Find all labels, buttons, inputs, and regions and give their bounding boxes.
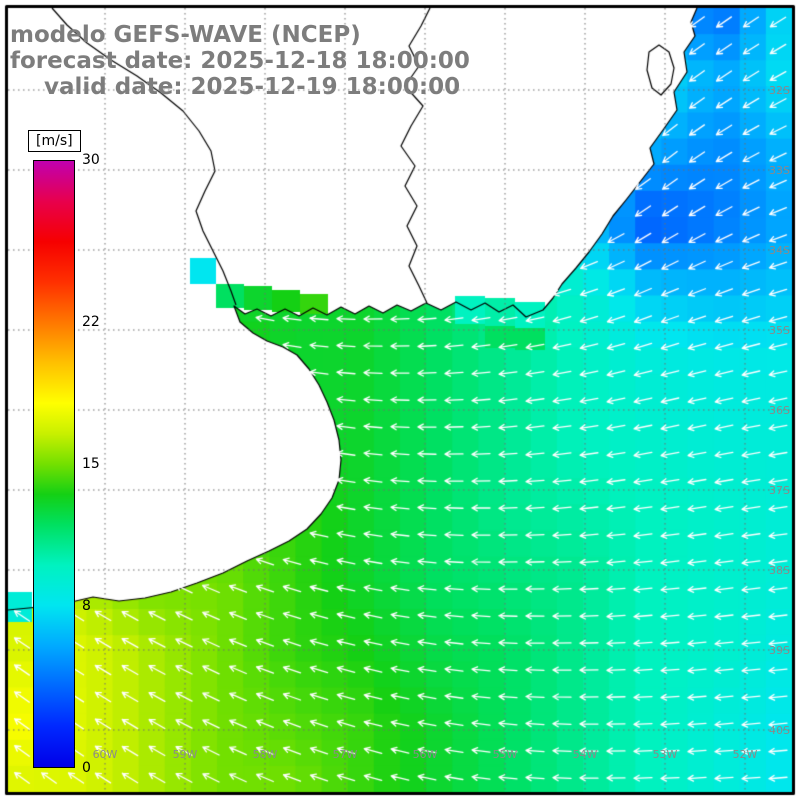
longitude-label: 60W xyxy=(92,748,118,761)
latitude-label: 32S xyxy=(769,84,790,97)
latitude-label: 39S xyxy=(769,644,790,657)
colorbar-unit-label: [m/s] xyxy=(28,130,81,152)
latitude-label: 38S xyxy=(769,564,790,577)
latitude-label: 35S xyxy=(769,324,790,337)
longitude-label: 52W xyxy=(732,748,758,761)
model-title: modelo GEFS-WAVE (NCEP) xyxy=(10,22,361,48)
longitude-label: 59W xyxy=(172,748,198,761)
latitude-label: 36S xyxy=(769,404,790,417)
colorbar-tick-label: 22 xyxy=(82,314,100,331)
longitude-label: 58W xyxy=(252,748,278,761)
longitude-label: 55W xyxy=(492,748,518,761)
longitude-label: 57W xyxy=(332,748,358,761)
colorbar-tick-label: 30 xyxy=(82,152,100,168)
colorbar-tick-label: 15 xyxy=(82,456,100,472)
colorbar xyxy=(33,160,75,768)
longitude-label: 54W xyxy=(572,748,598,761)
longitude-label: 53W xyxy=(652,748,678,761)
latitude-label: 34S xyxy=(769,244,790,257)
longitude-label: 56W xyxy=(412,748,438,761)
latitude-label: 40S xyxy=(769,724,790,737)
colorbar-tick-label: 8 xyxy=(82,597,91,614)
forecast-date: forecast date: 2025-12-18 18:00:00 xyxy=(10,48,470,74)
latitude-label: 33S xyxy=(769,164,790,177)
colorbar-tick-label: 0 xyxy=(82,760,91,776)
valid-date: valid date: 2025-12-19 18:00:00 xyxy=(44,74,461,100)
latitude-label: 37S xyxy=(769,484,790,497)
